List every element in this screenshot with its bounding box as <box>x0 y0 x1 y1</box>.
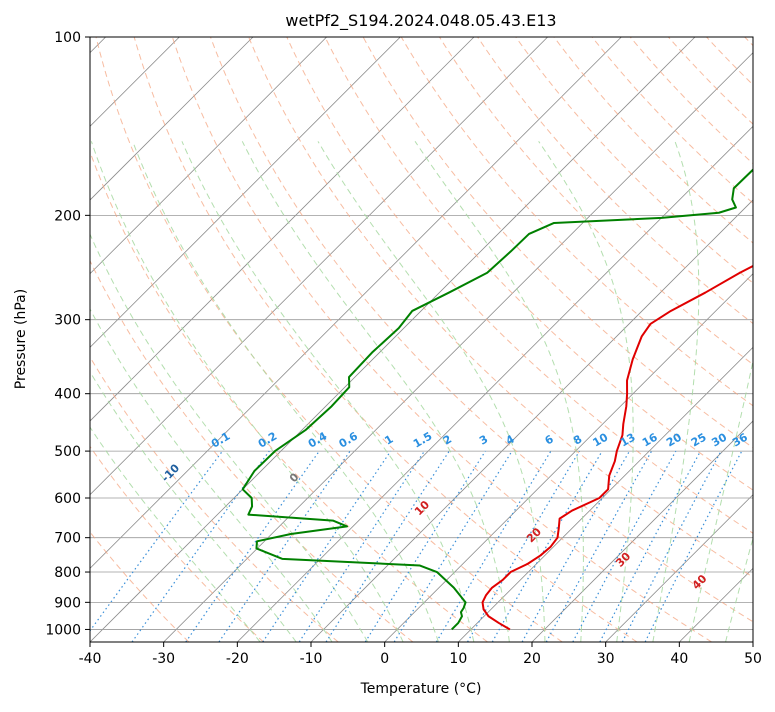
x-tick-label: -20 <box>226 651 249 667</box>
chart-title: wetPf2_S194.2024.048.05.43.E13 <box>285 11 556 31</box>
x-tick-label: -10 <box>300 651 323 667</box>
y-tick-label: 900 <box>54 595 81 611</box>
x-tick-label: 50 <box>744 651 762 667</box>
x-tick-label: 40 <box>670 651 688 667</box>
y-tick-label: 1000 <box>45 622 81 638</box>
y-axis-title: Pressure (hPa) <box>13 289 29 389</box>
y-tick-label: 500 <box>54 444 81 460</box>
x-tick-label: 20 <box>523 651 541 667</box>
x-tick-label: 10 <box>449 651 467 667</box>
y-tick-label: 400 <box>54 387 81 403</box>
y-tick-label: 600 <box>54 491 81 507</box>
x-tick-label: -40 <box>79 651 102 667</box>
x-tick-label: 30 <box>597 651 615 667</box>
x-tick-label: -30 <box>152 651 175 667</box>
y-tick-label: 300 <box>54 313 81 329</box>
y-tick-label: 800 <box>54 565 81 581</box>
x-axis-title: Temperature (°C) <box>360 681 482 697</box>
y-tick-label: 700 <box>54 531 81 547</box>
isotherm-line <box>753 37 775 642</box>
x-tick-label: 0 <box>380 651 389 667</box>
y-tick-label: 200 <box>54 208 81 224</box>
y-tick-label: 100 <box>54 30 81 46</box>
